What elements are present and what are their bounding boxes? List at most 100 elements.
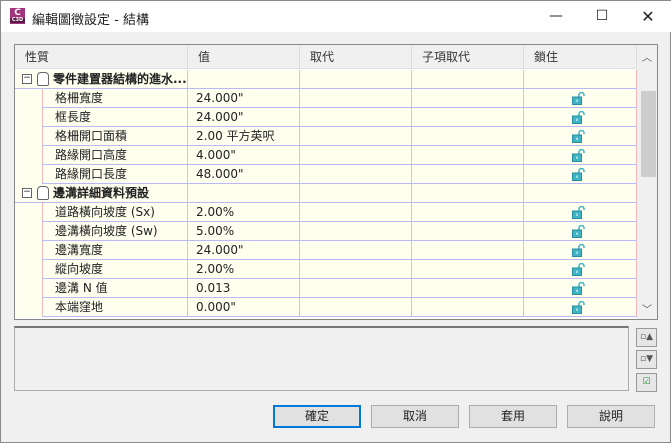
unlocked-icon[interactable] — [572, 91, 585, 105]
empty-cell — [300, 184, 412, 202]
column-header[interactable]: 子項取代 — [412, 45, 524, 69]
child-override-cell — [412, 146, 524, 164]
empty-cell — [412, 70, 524, 88]
property-value[interactable]: 2.00% — [188, 203, 300, 221]
lock-cell — [524, 260, 637, 278]
property-value[interactable]: 48.000" — [188, 165, 300, 183]
group-label-cell: − 邊溝詳細資料預設 — [15, 184, 188, 202]
group-row[interactable]: − 零件建置器結構的進水... — [15, 70, 637, 89]
lock-cell — [524, 89, 637, 107]
property-row[interactable]: 邊溝橫向坡度 (Sw) 5.00% — [15, 222, 637, 241]
property-row[interactable]: 格柵寬度 24.000" — [15, 89, 637, 108]
property-value[interactable]: 2.00% — [188, 260, 300, 278]
lock-cell — [524, 165, 637, 183]
row-gutter — [15, 165, 42, 184]
unlocked-icon[interactable] — [572, 167, 585, 181]
property-name: 邊溝寬度 — [42, 241, 188, 259]
row-gutter — [15, 241, 42, 260]
row-gutter — [15, 298, 42, 317]
override-cell — [300, 260, 412, 278]
property-row[interactable]: 路緣開口高度 4.000" — [15, 146, 637, 165]
empty-cell[interactable] — [188, 70, 300, 88]
help-button[interactable]: 說明 — [567, 405, 655, 428]
property-row[interactable]: 邊溝寬度 24.000" — [15, 241, 637, 260]
property-value[interactable]: 0.000" — [188, 298, 300, 316]
unlocked-icon[interactable] — [572, 129, 585, 143]
minimize-button[interactable]: — — [549, 8, 563, 24]
unlocked-icon[interactable] — [572, 281, 585, 295]
override-cell — [300, 165, 412, 183]
column-header[interactable]: 性質 — [15, 45, 188, 69]
column-header[interactable]: 取代 — [300, 45, 412, 69]
window-title: 編輯圖徵設定 - 結構 — [32, 13, 149, 28]
property-name: 道路橫向坡度 (Sx) — [42, 203, 188, 221]
apply-button[interactable]: 套用 — [469, 405, 557, 428]
child-override-cell — [412, 89, 524, 107]
group-label: 邊溝詳細資料預設 — [53, 186, 150, 200]
check-button[interactable]: ☑ — [636, 373, 657, 392]
property-name: 格柵開口面積 — [42, 127, 188, 145]
civil3d-app-icon: C C3D — [10, 8, 25, 24]
scrollbar-thumb[interactable] — [641, 91, 656, 177]
vertical-scrollbar[interactable]: ︿ ﹀ — [637, 45, 657, 319]
move-down-button[interactable]: ▫▼ — [636, 350, 657, 369]
row-gutter — [15, 222, 42, 241]
scroll-down-icon[interactable]: ﹀ — [642, 305, 652, 316]
property-row[interactable]: 路緣開口長度 48.000" — [15, 165, 637, 184]
child-override-cell — [412, 298, 524, 316]
lock-cell — [524, 108, 637, 126]
unlocked-icon[interactable] — [572, 148, 585, 162]
empty-cell[interactable] — [188, 184, 300, 202]
lock-cell — [524, 127, 637, 145]
property-name: 縱向坡度 — [42, 260, 188, 278]
property-row[interactable]: 邊溝 N 值 0.013 — [15, 279, 637, 298]
lock-cell — [524, 222, 637, 240]
unlocked-icon[interactable] — [572, 110, 585, 124]
property-value[interactable]: 2.00 平方英呎 — [188, 127, 300, 145]
group-icon — [37, 186, 49, 200]
group-icon — [37, 72, 49, 86]
cancel-button[interactable]: 取消 — [371, 405, 459, 428]
maximize-button[interactable]: ☐ — [595, 8, 609, 24]
unlocked-icon[interactable] — [572, 300, 585, 314]
override-cell — [300, 203, 412, 221]
property-name: 邊溝 N 值 — [42, 279, 188, 297]
override-cell — [300, 279, 412, 297]
property-row[interactable]: 框長度 24.000" — [15, 108, 637, 127]
collapse-icon[interactable]: − — [22, 187, 32, 198]
property-value[interactable]: 0.013 — [188, 279, 300, 297]
row-gutter — [15, 146, 42, 165]
grid-header: 性質值取代 子項取代 鎖住 — [15, 45, 637, 69]
column-header[interactable]: 鎖住 — [524, 45, 637, 69]
override-cell — [300, 298, 412, 316]
unlocked-icon[interactable] — [572, 262, 585, 276]
property-value[interactable]: 24.000" — [188, 89, 300, 107]
override-cell — [300, 127, 412, 145]
property-row[interactable]: 本端窪地 0.000" — [15, 298, 637, 317]
property-value[interactable]: 5.00% — [188, 222, 300, 240]
unlocked-icon[interactable] — [572, 243, 585, 257]
close-button[interactable]: ✕ — [641, 7, 655, 26]
property-row[interactable]: 格柵開口面積 2.00 平方英呎 — [15, 127, 637, 146]
row-gutter — [15, 260, 42, 279]
unlocked-icon[interactable] — [572, 205, 585, 219]
property-row[interactable]: 縱向坡度 2.00% — [15, 260, 637, 279]
scroll-up-icon[interactable]: ︿ — [642, 53, 652, 64]
row-gutter — [15, 127, 42, 146]
column-header[interactable]: 值 — [188, 45, 300, 69]
empty-cell — [524, 184, 637, 202]
empty-cell — [412, 184, 524, 202]
group-row[interactable]: − 邊溝詳細資料預設 — [15, 184, 637, 203]
property-value[interactable]: 24.000" — [188, 108, 300, 126]
child-override-cell — [412, 127, 524, 145]
row-gutter — [15, 89, 42, 108]
collapse-icon[interactable]: − — [22, 73, 32, 84]
property-value[interactable]: 24.000" — [188, 241, 300, 259]
override-cell — [300, 241, 412, 259]
property-value[interactable]: 4.000" — [188, 146, 300, 164]
property-row[interactable]: 道路橫向坡度 (Sx) 2.00% — [15, 203, 637, 222]
move-up-button[interactable]: ▫▲ — [636, 328, 657, 347]
unlocked-icon[interactable] — [572, 224, 585, 238]
ok-button[interactable]: 確定 — [273, 405, 361, 428]
property-grid[interactable]: 性質值取代 子項取代 鎖住 − 零件建置器結構的進水... 格柵寬度 24.000" 框長度… — [14, 44, 658, 320]
